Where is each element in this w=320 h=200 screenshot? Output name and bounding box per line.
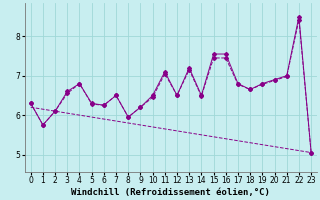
X-axis label: Windchill (Refroidissement éolien,°C): Windchill (Refroidissement éolien,°C) — [71, 188, 270, 197]
